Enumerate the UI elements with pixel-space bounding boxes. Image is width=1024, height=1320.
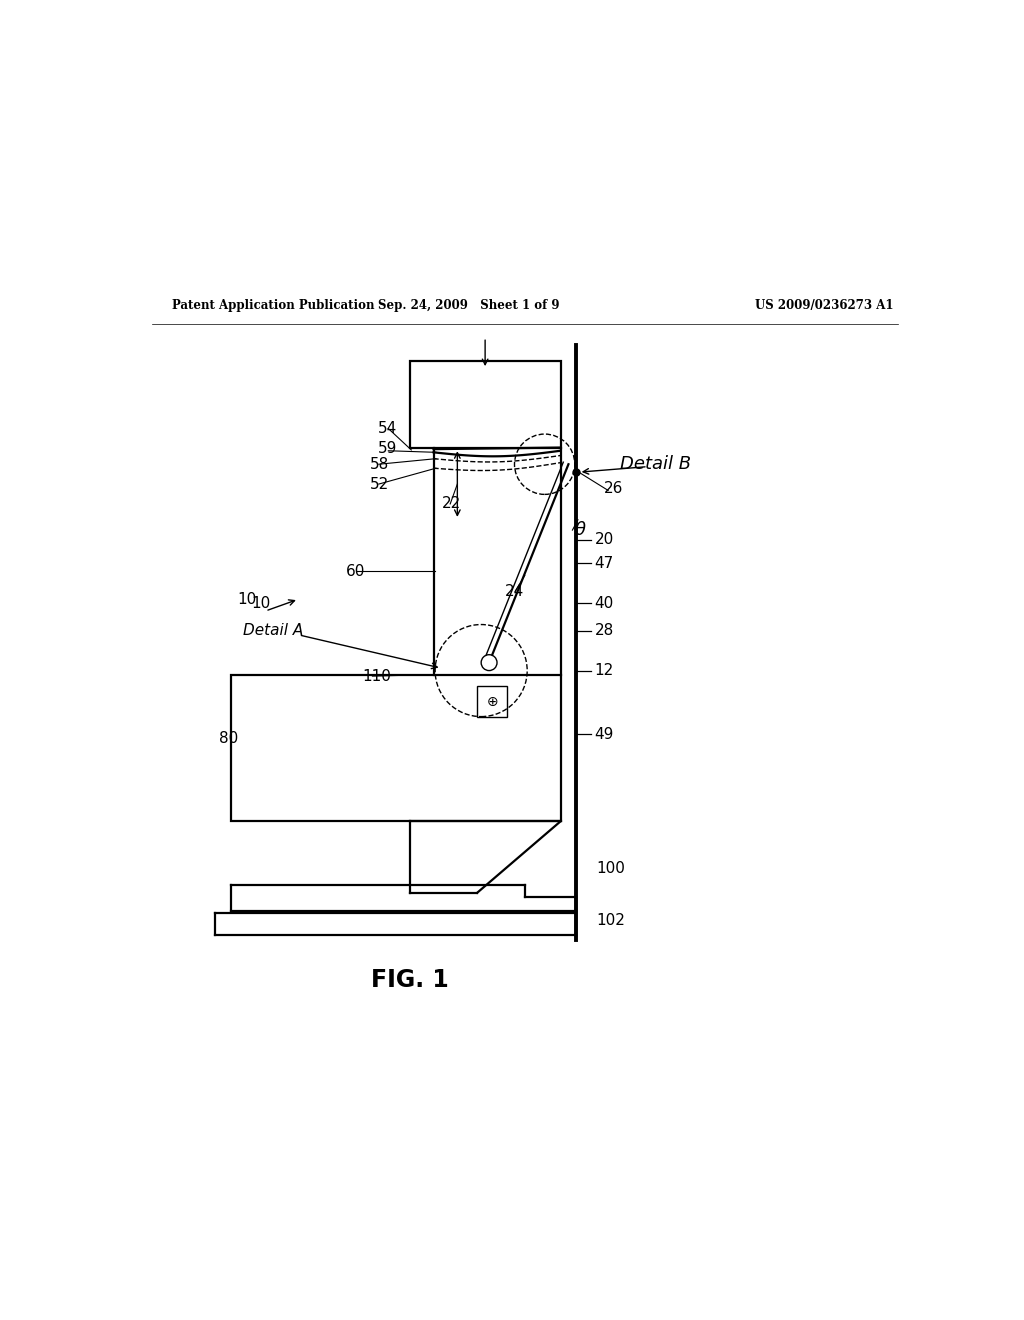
Text: 100: 100 <box>596 862 625 876</box>
Text: 52: 52 <box>370 477 389 491</box>
Text: 102: 102 <box>596 913 625 928</box>
Text: Sep. 24, 2009   Sheet 1 of 9: Sep. 24, 2009 Sheet 1 of 9 <box>379 300 560 312</box>
Text: 110: 110 <box>362 669 391 684</box>
Text: $\oplus$: $\oplus$ <box>486 694 499 709</box>
Text: 26: 26 <box>604 480 624 495</box>
Text: 24: 24 <box>505 583 524 599</box>
Bar <box>477 686 507 717</box>
Text: $\theta$: $\theta$ <box>574 521 587 539</box>
Text: US 2009/0236273 A1: US 2009/0236273 A1 <box>756 300 894 312</box>
Text: 54: 54 <box>378 421 397 436</box>
Text: Patent Application Publication: Patent Application Publication <box>172 300 374 312</box>
Text: 12: 12 <box>595 663 613 678</box>
Text: 20: 20 <box>595 532 613 546</box>
Text: Detail B: Detail B <box>620 455 691 474</box>
Text: 49: 49 <box>595 726 614 742</box>
Text: Detail A: Detail A <box>243 623 303 639</box>
Text: 40: 40 <box>595 595 613 611</box>
Text: 22: 22 <box>441 496 461 511</box>
Text: 59: 59 <box>378 441 397 455</box>
Bar <box>231 675 560 821</box>
Bar <box>410 362 560 449</box>
Circle shape <box>481 655 497 671</box>
Text: 80: 80 <box>219 730 239 746</box>
Text: 58: 58 <box>370 457 389 471</box>
Text: 10: 10 <box>238 591 257 607</box>
Text: 60: 60 <box>346 564 366 579</box>
Text: 47: 47 <box>595 556 613 572</box>
Text: 10: 10 <box>251 595 270 611</box>
Text: FIG. 1: FIG. 1 <box>371 968 449 993</box>
Text: 28: 28 <box>595 623 613 639</box>
